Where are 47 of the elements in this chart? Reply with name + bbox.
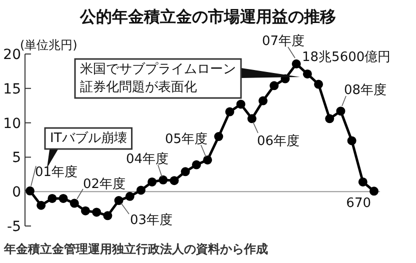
point xyxy=(270,81,279,90)
point xyxy=(92,208,102,217)
point xyxy=(192,160,201,170)
point xyxy=(180,167,190,176)
y-tick-label: 20 xyxy=(3,47,21,63)
point xyxy=(370,186,378,196)
text: 年金積立金管理運用独立行政法人の資料から作成 xyxy=(3,242,268,256)
point xyxy=(236,100,246,109)
point xyxy=(203,155,212,164)
point xyxy=(114,196,124,206)
point xyxy=(347,136,356,146)
point xyxy=(247,114,256,124)
y-tick-label: 10 xyxy=(3,116,21,132)
point xyxy=(302,69,312,78)
y-tick-label: 5 xyxy=(12,150,21,166)
point xyxy=(358,177,368,186)
y-tick-label: 15 xyxy=(3,81,21,98)
point xyxy=(103,211,112,220)
point xyxy=(292,59,301,68)
point xyxy=(336,106,346,116)
y-axis-title: (単位兆円) xyxy=(20,38,78,52)
point xyxy=(314,80,324,89)
point xyxy=(48,194,57,203)
annotation: 01年度 xyxy=(35,164,78,180)
y-tick-label: -5 xyxy=(7,219,21,235)
point xyxy=(26,186,34,196)
point xyxy=(58,194,68,203)
point xyxy=(158,175,168,184)
annotation: 03年度 xyxy=(130,212,173,228)
chart-title: 公的年金積立金の市場運用益の推移 xyxy=(79,7,336,26)
annotation: 04年度 xyxy=(126,151,169,167)
annotation: 06年度 xyxy=(257,133,300,149)
point xyxy=(214,132,224,142)
annotation: 08年度 xyxy=(344,82,387,98)
point xyxy=(225,107,234,116)
annotation: 02年度 xyxy=(83,176,126,192)
point xyxy=(80,206,90,216)
point xyxy=(170,176,179,186)
point xyxy=(136,186,146,195)
point xyxy=(325,114,334,124)
point xyxy=(125,192,134,201)
point xyxy=(36,200,46,210)
point xyxy=(148,177,157,186)
point xyxy=(70,198,79,208)
y-tick-label: 0 xyxy=(12,184,21,201)
annotation: 05年度 xyxy=(165,131,208,147)
point xyxy=(258,96,268,106)
